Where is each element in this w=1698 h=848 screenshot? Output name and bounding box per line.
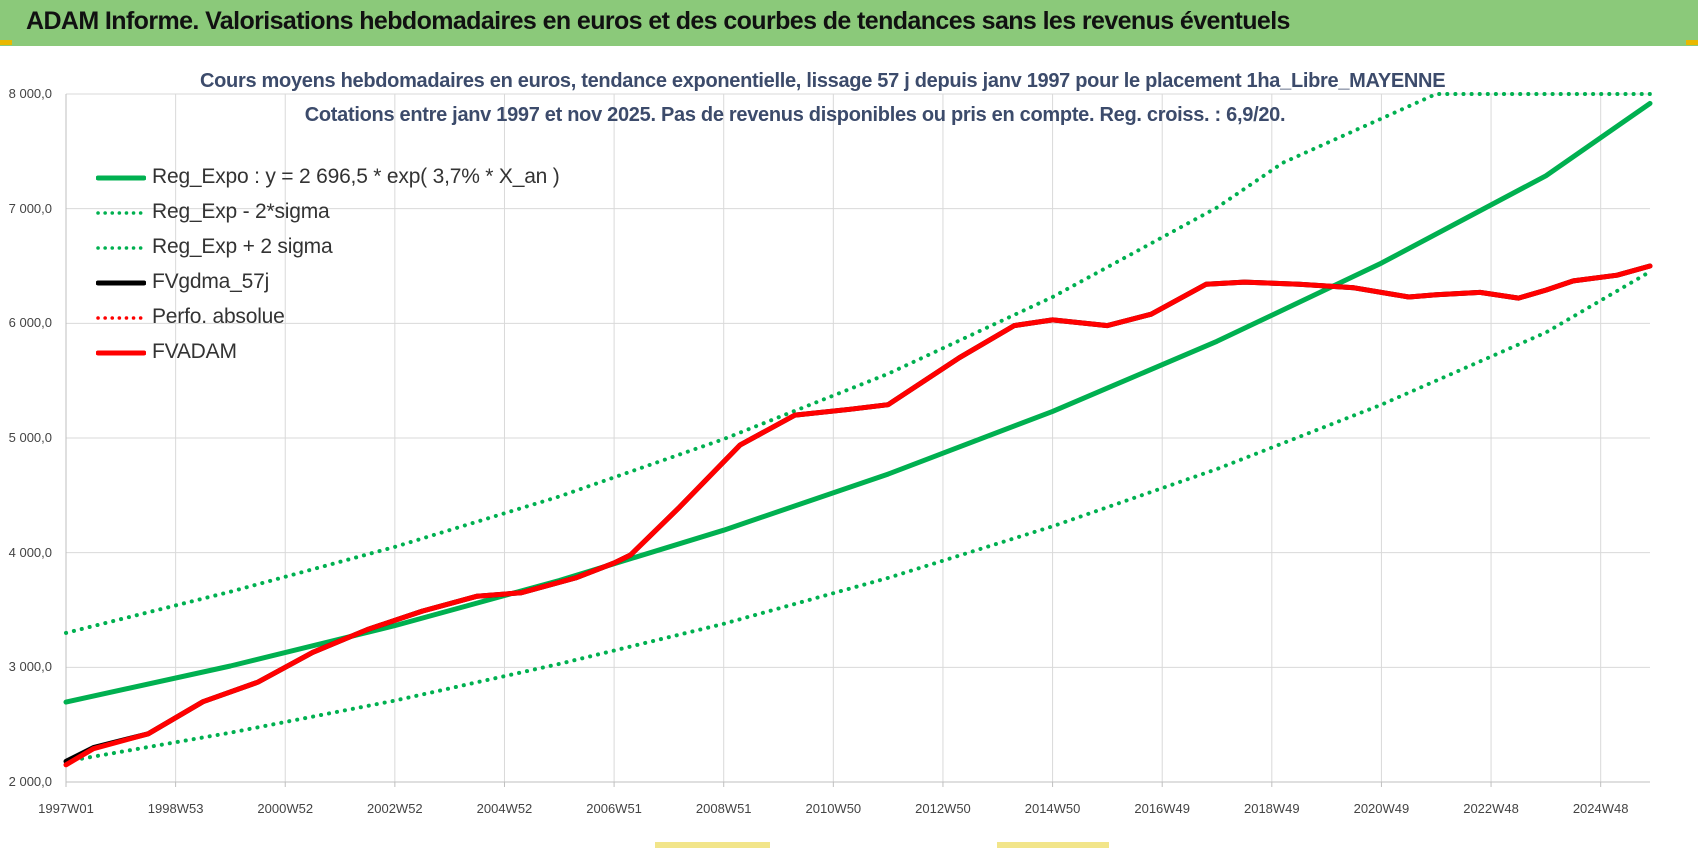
series-line-fvgdma-57j <box>63 263 1653 764</box>
x-tick-label: 2004W52 <box>476 801 533 816</box>
page-title: ADAM Informe. Valorisations hebdomadaire… <box>26 7 1290 35</box>
x-tick-label: 2018W49 <box>1243 801 1300 816</box>
legend-label: Reg_Exp + 2 sigma <box>152 235 333 258</box>
legend-swatch <box>96 350 146 356</box>
legend-swatch <box>96 280 146 286</box>
legend-label: Reg_Exp - 2*sigma <box>152 200 330 223</box>
x-tick-label: 2010W50 <box>805 801 862 816</box>
chart-title: Cours moyens hebdomadaires en euros, ten… <box>200 70 1446 92</box>
x-tick-label: 2012W50 <box>915 801 971 816</box>
x-tick-label: 1997W01 <box>38 801 94 816</box>
x-tick-label: 2022W48 <box>1463 801 1519 816</box>
x-tick-label: 2020W49 <box>1353 801 1410 816</box>
bottom-bar-2 <box>997 842 1109 848</box>
x-tick-label: 2006W51 <box>586 801 642 816</box>
legend-swatch <box>96 246 146 250</box>
x-tick-label: 2014W50 <box>1024 801 1081 816</box>
x-tick-label: 2016W49 <box>1134 801 1191 816</box>
y-tick-label: 5 000,0 <box>8 430 52 445</box>
x-tick-label: 2000W52 <box>257 801 314 816</box>
x-tick-label: 2024W48 <box>1572 801 1629 816</box>
corner-marker-right <box>1686 40 1698 45</box>
bottom-bar-1 <box>655 842 770 848</box>
series-line-reg-exp-2-sigma <box>64 92 1652 635</box>
series-line-fvadam <box>63 263 1653 768</box>
legend-label: Perfo. absolue <box>152 305 285 328</box>
x-tick-label: 2008W51 <box>695 801 752 816</box>
series-line-reg-exp-2-sigma <box>64 269 1652 764</box>
title-banner: ADAM Informe. Valorisations hebdomadaire… <box>0 0 1698 46</box>
chart-subtitle: Cotations entre janv 1997 et nov 2025. P… <box>304 104 1286 126</box>
y-tick-label: 2 000,0 <box>8 774 52 789</box>
corner-marker-left <box>0 40 12 45</box>
legend-label: FVgdma_57j <box>152 270 270 293</box>
legend-swatch <box>96 175 146 181</box>
y-tick-label: 3 000,0 <box>8 659 52 675</box>
x-tick-label: 2002W52 <box>367 801 423 816</box>
x-tick-label: 1998W53 <box>147 801 204 816</box>
y-tick-label: 6 000,0 <box>8 315 52 331</box>
series-line-reg-expo-y-2-696-5-exp-3-7-x-an <box>63 100 1653 705</box>
legend-label: Reg_Expo : y = 2 696,5 * exp( 3,7% * X_a… <box>152 165 560 188</box>
y-tick-label: 7 000,0 <box>8 200 52 216</box>
legend-swatch <box>96 316 146 320</box>
legend-swatch <box>96 211 146 215</box>
y-tick-label: 8 000,0 <box>8 86 52 101</box>
y-tick-label: 4 000,0 <box>8 544 52 560</box>
legend-label: FVADAM <box>152 340 237 363</box>
